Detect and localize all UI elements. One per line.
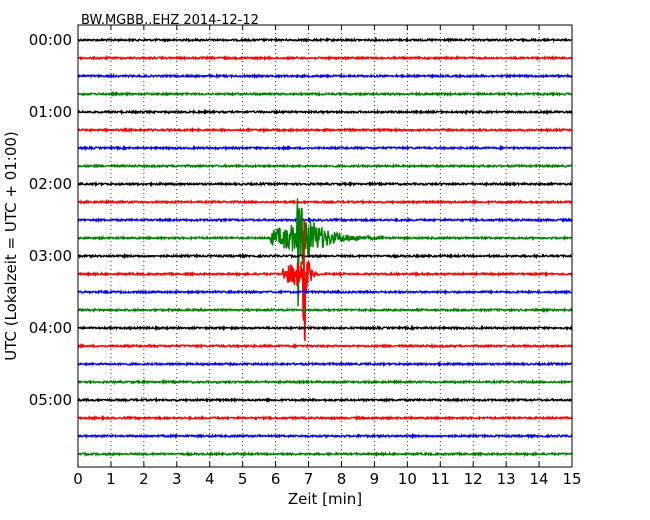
- chart-title: BW.MGBB..EHZ 2014-12-12: [81, 13, 259, 28]
- seismo-trace: [77, 432, 573, 440]
- seismo-trace: [77, 252, 573, 260]
- x-tick-label: 3: [172, 470, 182, 488]
- seismo-trace: [77, 216, 573, 224]
- y-tick-label: 02:00: [29, 175, 72, 193]
- seismo-trace: [77, 450, 573, 458]
- x-tick-label: 1: [106, 470, 116, 488]
- seismo-trace: [77, 180, 573, 188]
- x-tick-label: 8: [337, 470, 347, 488]
- x-tick-label: 4: [205, 470, 215, 488]
- seismo-trace: [77, 342, 573, 350]
- seismo-trace: [77, 396, 573, 404]
- seismo-trace: [77, 288, 573, 296]
- seismo-trace: [77, 219, 573, 342]
- seismo-trace: [77, 162, 573, 170]
- plot-frame: [77, 24, 573, 468]
- seismo-trace: [77, 414, 573, 422]
- axis-ticks: 0 1 2 3 4 5 6 7 8 9 10 11 12 13 14 1500:0001:0002:0003:…: [29, 25, 582, 488]
- x-tick-label: 0: [73, 470, 83, 488]
- y-axis-label: UTC (Lokalzeit = UTC + 01:00): [2, 131, 20, 361]
- seismo-trace: [77, 72, 573, 80]
- x-axis-label: Zeit [min]: [288, 490, 362, 508]
- y-tick-label: 04:00: [29, 319, 72, 337]
- seismo-trace: [77, 306, 573, 313]
- x-tick-label: 10: [398, 470, 417, 488]
- seismo-trace: [77, 36, 573, 44]
- x-tick-label: 13: [497, 470, 516, 488]
- x-tick-label: 7: [304, 470, 314, 488]
- seismo-trace: [77, 90, 573, 98]
- x-tick-label: 14: [530, 470, 549, 488]
- trace-group: [77, 36, 573, 458]
- x-tick-label: 11: [431, 470, 450, 488]
- seismo-trace: [77, 126, 573, 134]
- y-tick-label: 01:00: [29, 103, 72, 121]
- x-tick-label: 5: [238, 470, 248, 488]
- seismo-trace: [77, 54, 573, 62]
- y-tick-label: 05:00: [29, 391, 72, 409]
- y-tick-label: 00:00: [29, 31, 72, 49]
- y-tick-label: 03:00: [29, 247, 72, 265]
- seismo-trace: [77, 108, 573, 116]
- seismo-trace: [77, 198, 573, 307]
- seismo-trace: [77, 144, 573, 152]
- x-tick-label: 15: [562, 470, 581, 488]
- seismo-trace: [77, 378, 573, 386]
- x-tick-label: 9: [370, 470, 380, 488]
- seismo-trace: [77, 198, 573, 206]
- seismo-trace: [77, 324, 573, 332]
- seismo-trace: [77, 360, 573, 368]
- x-tick-label: 12: [464, 470, 483, 488]
- x-tick-label: 6: [271, 470, 281, 488]
- x-tick-label: 2: [139, 470, 149, 488]
